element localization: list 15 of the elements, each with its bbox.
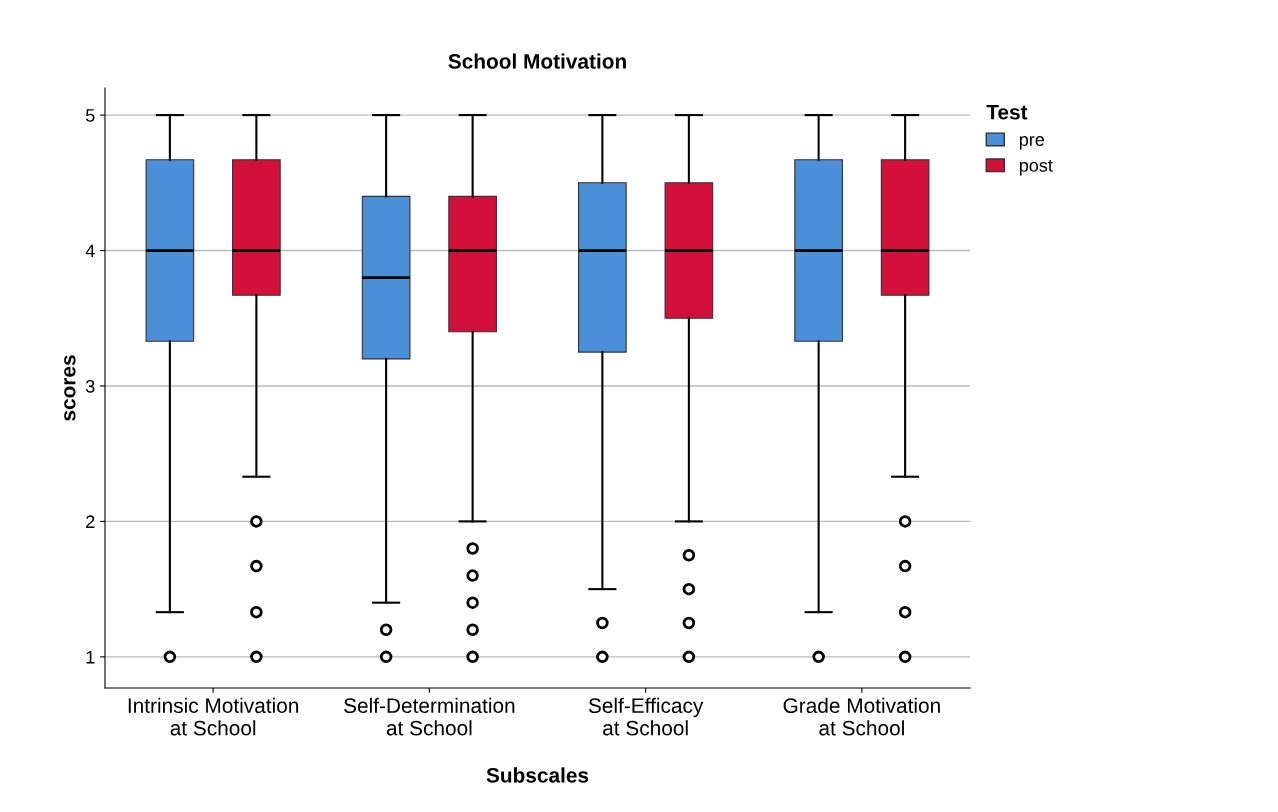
y-axis-title: scores (64, 355, 76, 421)
x-tick-label: Grade Motivation at School (783, 697, 940, 736)
x-tick-label: Self-Determination at School (344, 697, 515, 736)
y-tick-label: 1 (86, 650, 95, 664)
legend-label: post (1019, 159, 1053, 176)
legend-label: pre (1019, 136, 1045, 150)
y-tick-label: 5 (85, 109, 95, 122)
chart-title: School Motivation (448, 53, 626, 69)
y-tick-label: 4 (85, 244, 95, 258)
y-tick-label: 3 (85, 379, 95, 393)
x-tick-label: Intrinsic Motivation at School (128, 697, 299, 736)
y-tick-label: 2 (86, 515, 95, 528)
legend-title: Test (986, 105, 1028, 120)
x-tick-label: Self-Efficacy at School (588, 697, 704, 736)
x-axis-title: Subscales (486, 767, 589, 783)
